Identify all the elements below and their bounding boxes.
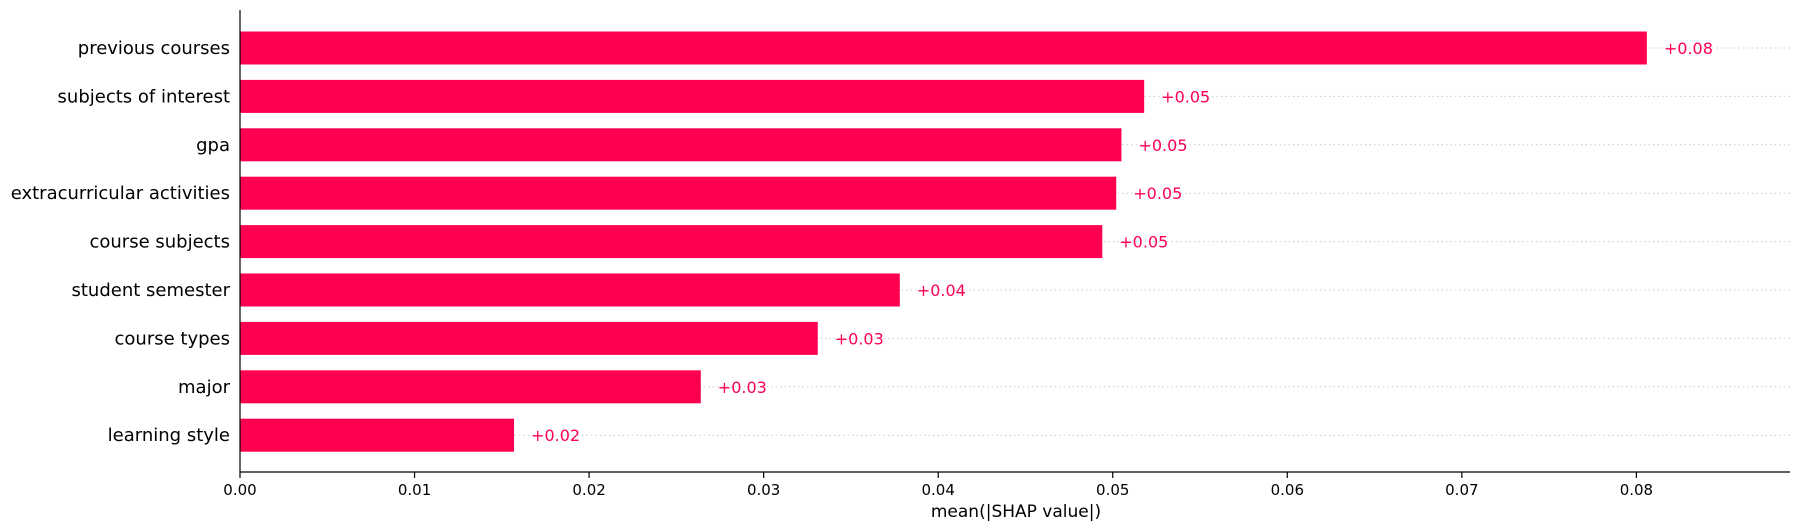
category-label: gpa: [196, 135, 230, 156]
x-tick-label: 0.06: [1271, 481, 1304, 499]
data-label: +0.08: [1664, 39, 1713, 58]
x-tick-label: 0.03: [747, 481, 780, 499]
data-label: +0.05: [1119, 233, 1168, 252]
category-label: course subjects: [89, 232, 230, 253]
category-label: subjects of interest: [58, 86, 230, 107]
x-tick-label: 0.01: [398, 481, 431, 499]
x-tick-label: 0.08: [1620, 481, 1653, 499]
data-label: +0.05: [1161, 87, 1210, 106]
x-tick-label: 0.05: [1096, 481, 1129, 499]
data-labels-group: +0.08 +0.05 +0.05 +0.05 +0.05 +0.04 +0.03 +0.03…: [531, 39, 1713, 445]
x-axis-label: mean(|SHAP value|): [931, 502, 1101, 522]
bar: [240, 31, 1647, 65]
category-label: extracurricular activities: [11, 183, 230, 204]
x-tick-label: 0.07: [1445, 481, 1478, 499]
data-label: +0.02: [531, 426, 580, 445]
data-label: +0.05: [1133, 184, 1182, 203]
data-label: +0.03: [718, 378, 767, 397]
bar: [240, 273, 900, 307]
x-tick-label: 0.04: [921, 481, 954, 499]
bar: [240, 370, 701, 404]
x-axis-ticks: 0.00 0.01 0.02 0.03 0.04 0.05 0.06 0.07 0.08: [223, 472, 1653, 499]
bar: [240, 225, 1103, 259]
category-label: major: [178, 377, 231, 398]
category-label: course types: [115, 328, 230, 349]
data-label: +0.04: [917, 281, 966, 300]
bar: [240, 128, 1122, 162]
data-label: +0.05: [1138, 136, 1187, 155]
bar: [240, 79, 1145, 113]
bar: [240, 418, 515, 452]
category-label: learning style: [108, 425, 230, 446]
bar: [240, 321, 818, 355]
data-label: +0.03: [835, 329, 884, 348]
y-axis-labels: previous courses subjects of interest gpa e…: [11, 38, 231, 446]
bars-group: [240, 31, 1647, 452]
category-label: student semester: [71, 280, 230, 301]
category-label: previous courses: [78, 38, 230, 59]
x-tick-label: 0.02: [572, 481, 605, 499]
x-tick-label: 0.00: [223, 481, 256, 499]
bar: [240, 176, 1117, 210]
